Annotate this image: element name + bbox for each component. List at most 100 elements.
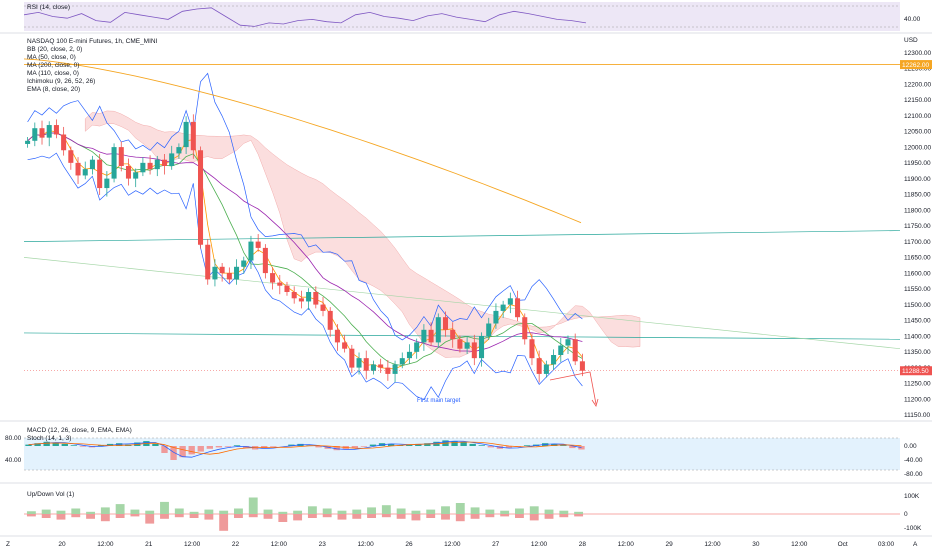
macd-histogram-bar — [34, 443, 41, 446]
candle-body — [75, 162, 81, 176]
candle — [89, 155, 95, 175]
time-axis-label: Oct — [838, 541, 848, 548]
candle — [334, 324, 340, 351]
candle-body — [284, 285, 290, 292]
candle-body — [414, 342, 420, 352]
target-arrow-icon — [591, 398, 599, 407]
price-axis[interactable]: 11150.0011200.0011250.0011300.0011350.00… — [904, 50, 931, 419]
volume-up-bar — [130, 509, 140, 514]
price-tick-label: 11500.00 — [904, 302, 931, 309]
price-tick-label: 12300.00 — [904, 50, 931, 57]
volume-down-bar — [41, 514, 51, 518]
candle — [349, 344, 355, 373]
volume-up-bar — [219, 510, 229, 514]
time-axis-label: 20 — [58, 541, 66, 548]
volume-up-bar — [485, 509, 495, 514]
price-tick-label: 11200.00 — [904, 396, 931, 403]
time-axis-label: 26 — [405, 541, 413, 548]
candle-body — [190, 121, 196, 151]
volume-tick: 0 — [904, 511, 908, 518]
volume-down-bar — [56, 514, 66, 520]
macd-histogram-bar — [560, 445, 567, 446]
candle-body — [435, 317, 441, 343]
candle — [522, 313, 528, 345]
macd-histogram-bar — [270, 446, 277, 447]
time-axis-label: 12:00 — [184, 541, 201, 548]
macd-histogram-bar — [70, 445, 78, 446]
macd-histogram-bar — [369, 444, 377, 446]
candle — [464, 336, 470, 355]
legend-entry-bb[interactable]: BB (20, close, 2, 0) — [27, 46, 82, 53]
candle — [198, 146, 204, 249]
candle-body — [133, 172, 139, 179]
candle-body — [183, 121, 189, 148]
candle — [212, 259, 218, 287]
volume-down-bar — [26, 514, 36, 517]
rsi-pane-title: RSI (14, close) — [27, 4, 70, 11]
price-tick-label: 11750.00 — [904, 223, 931, 230]
macd-histogram-bar — [79, 446, 87, 447]
candle — [53, 119, 59, 139]
time-axis-label: 12:00 — [618, 541, 635, 548]
candle — [284, 281, 290, 296]
chart-title: NASDAQ 100 E-mini Futures, 1h, CME_MINI — [27, 38, 158, 45]
candle-body — [97, 159, 103, 189]
macd-histogram-bar — [424, 443, 431, 446]
time-axis-label: 03:00 — [878, 541, 895, 548]
time-axis-label: 12:00 — [791, 541, 808, 548]
candle-body — [500, 304, 506, 311]
candle — [435, 313, 441, 348]
legend-entry-ma200[interactable]: MA (200, close, 0) — [27, 62, 79, 69]
macd-histogram-bar — [360, 446, 368, 447]
candle-body — [579, 361, 585, 371]
macd-histogram-bar — [387, 443, 395, 446]
candle — [133, 168, 139, 188]
volume-bars — [26, 497, 584, 531]
candle-body — [125, 166, 131, 179]
volume-down-bar — [544, 514, 554, 519]
candle-body — [334, 329, 340, 343]
macd-pane-title: MACD (12, 26, close, 9, EMA, EMA) — [27, 427, 132, 434]
time-axis-label: 12:00 — [357, 541, 374, 548]
legend-entry-ema[interactable]: EMA (8, close, 20) — [27, 86, 80, 93]
legend-entry-ma50[interactable]: MA (50, close, 0) — [27, 54, 76, 61]
annotation-first-main-target: First main target — [417, 398, 461, 404]
price-tick-label: 11350.00 — [904, 349, 931, 356]
volume-up-bar — [455, 503, 465, 514]
candle-body — [198, 150, 204, 245]
rsi-line — [23, 7, 587, 27]
macd-signal-line — [28, 441, 582, 455]
candle-body — [515, 298, 521, 318]
candle-body — [493, 310, 499, 324]
candle — [82, 161, 88, 180]
legend-entry-ichimoku[interactable]: Ichimoku (9, 26, 52, 26) — [27, 78, 95, 85]
volume-down-bar — [71, 514, 81, 518]
candle — [306, 288, 312, 310]
volume-down-bar — [574, 514, 584, 517]
legend-entry-ma110[interactable]: MA (110, close, 0) — [27, 70, 79, 77]
candle-body — [82, 169, 88, 176]
candle-body — [53, 125, 59, 135]
macd-histogram-bar — [406, 444, 413, 446]
candle-body — [277, 282, 283, 286]
time-axis-label: 12:00 — [531, 541, 548, 548]
target-annotation: First main target — [417, 371, 599, 407]
macd-left-tick: 80.00 — [5, 435, 22, 442]
candle — [154, 155, 160, 177]
candle — [313, 286, 319, 309]
time-axis[interactable]: 20 12:00 21 12:00 22 12:00 23 12:00 26 12:00 27 12:… — [58, 541, 894, 548]
volume-down-bar — [174, 514, 184, 518]
candle-body — [39, 128, 45, 138]
candle-body — [169, 153, 175, 166]
candle-body — [356, 358, 362, 368]
macd-histogram-bar — [569, 446, 576, 449]
candle — [205, 239, 211, 285]
volume-up-bar — [544, 509, 554, 514]
volume-up-bar — [86, 511, 95, 514]
auto-scale-icon[interactable]: A — [913, 541, 918, 548]
volume-down-bar — [100, 514, 110, 522]
zoom-icon[interactable]: Z — [6, 541, 10, 548]
volume-down-bar — [115, 514, 125, 518]
trendline-upper — [23, 230, 901, 242]
